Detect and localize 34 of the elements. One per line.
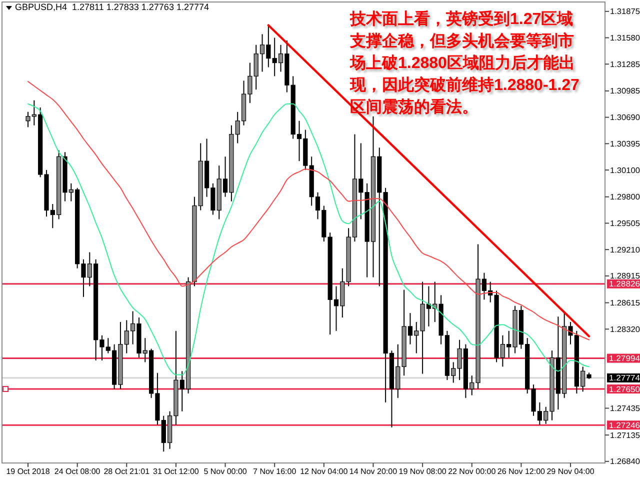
- x-tick-label: 14 Nov 20:00: [349, 467, 398, 476]
- chart-title: GBPUSD,H4 1.27811 1.27833 1.27763 1.27774: [15, 2, 209, 12]
- x-tick-label: 31 Oct 12:00: [153, 467, 200, 476]
- y-tick-label: 1.31285: [610, 60, 640, 69]
- x-tick-label: 24 Oct 08:00: [54, 467, 101, 476]
- x-tick-label: 12 Nov 04:00: [300, 467, 348, 476]
- y-tick-label: 1.30985: [610, 86, 640, 96]
- x-tick-label: 29 Nov 04:00: [546, 467, 595, 476]
- y-tick-label: 1.30100: [610, 166, 640, 175]
- y-tick-label: 1.27435: [610, 404, 640, 414]
- ref-line-label: 1.27994: [609, 354, 640, 364]
- x-tick-label: 19 Nov 08:00: [398, 467, 447, 476]
- x-tick-label: 28 Oct 21:01: [104, 467, 150, 476]
- ref-line-label: 1.27650: [609, 384, 640, 394]
- y-tick-label: 1.28615: [610, 298, 640, 308]
- y-tick-label: 1.31875: [610, 7, 640, 16]
- y-tick-label: 1.29505: [610, 219, 640, 228]
- y-tick-label: 1.30690: [610, 113, 640, 122]
- ref-line-label: 1.27246: [609, 420, 640, 430]
- y-tick-label: 1.31580: [610, 34, 640, 43]
- ref-line-label: 1.28826: [609, 280, 640, 289]
- x-tick-label: 22 Nov 00:00: [448, 467, 496, 476]
- y-tick-label: 1.28320: [610, 324, 640, 334]
- x-tick-label: 7 Nov 16:00: [253, 467, 297, 476]
- y-tick-label: 1.28915: [610, 272, 640, 281]
- y-tick-label: 1.27135: [610, 430, 640, 440]
- y-tick-label: 1.29800: [610, 192, 640, 202]
- ref-line-label: 1.27774: [609, 374, 640, 383]
- y-tick-label: 1.26840: [610, 457, 640, 466]
- x-tick-label: 5 Nov 00:00: [204, 467, 248, 476]
- y-tick-label: 1.29210: [610, 245, 640, 254]
- x-tick-label: 19 Oct 2018: [6, 467, 50, 476]
- y-tick-label: 1.30395: [610, 139, 640, 148]
- x-tick-label: 26 Nov 12:00: [497, 467, 546, 476]
